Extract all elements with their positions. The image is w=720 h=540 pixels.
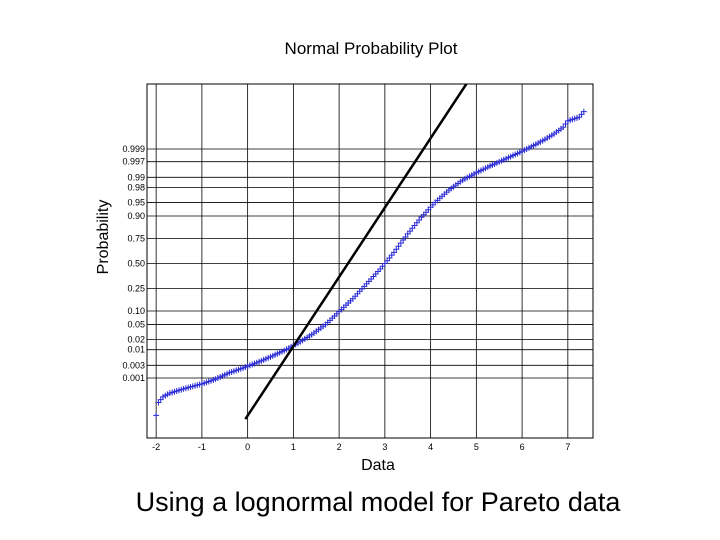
- x-tick-label: 2: [337, 442, 342, 452]
- slide-caption: Using a lognormal model for Pareto data: [135, 487, 621, 517]
- data-point: [153, 412, 160, 419]
- y-axis-label: Probability: [95, 200, 112, 275]
- data-point: [400, 237, 407, 244]
- x-tick-label: -1: [198, 442, 206, 452]
- y-tick-label: 0.001: [122, 373, 145, 383]
- y-tick-label: 0.75: [127, 234, 145, 244]
- data-point: [560, 124, 567, 131]
- y-tick-label: 0.997: [122, 157, 145, 167]
- plot-grid: [146, 83, 594, 439]
- y-tick-label: 0.10: [127, 306, 145, 316]
- x-tick-label: -2: [152, 442, 160, 452]
- y-tick-label: 0.99: [127, 172, 145, 182]
- y-tick-label: 0.50: [127, 259, 145, 269]
- reference-line: [244, 84, 468, 420]
- chart-title: Normal Probability Plot: [285, 39, 458, 58]
- x-axis-label: Data: [361, 457, 395, 474]
- x-tick-label: 7: [565, 442, 570, 452]
- data-point: [395, 243, 402, 250]
- y-tick-label: 0.25: [127, 283, 145, 293]
- x-tick-label: 5: [474, 442, 479, 452]
- data-point: [397, 240, 404, 247]
- y-tick-label: 0.90: [127, 211, 145, 221]
- x-tick-label: 4: [428, 442, 433, 452]
- y-tick-label: 0.003: [122, 360, 145, 370]
- data-point: [402, 233, 409, 240]
- x-tick-label: 0: [245, 442, 250, 452]
- data-point: [562, 120, 569, 127]
- y-tick-labels: 0.001 0.003 0.010.02 0.05 0.10 0.25 0.50 0.75 0.…: [122, 144, 145, 383]
- plot-frame: [146, 83, 594, 439]
- x-tick-label: 3: [382, 442, 387, 452]
- data-point: [393, 246, 400, 253]
- y-tick-label: 0.95: [127, 198, 145, 208]
- data-point: [580, 108, 587, 115]
- x-tick-labels: -2 -1 0 1 2 3 4 5 6 7: [152, 442, 570, 452]
- x-tick-label: 6: [520, 442, 525, 452]
- data-point: [391, 249, 398, 256]
- y-tick-label: 0.02: [127, 335, 145, 345]
- y-tick-label: 0.999: [122, 144, 145, 154]
- y-tick-label: 0.01: [127, 345, 145, 355]
- x-tick-label: 1: [291, 442, 296, 452]
- y-tick-label: 0.98: [127, 182, 145, 192]
- y-tick-label: 0.05: [127, 319, 145, 329]
- reference-line-group: [244, 84, 468, 420]
- normal-probability-chart: Normal Probability Plot 0.0010.0030.010.…: [95, 39, 594, 474]
